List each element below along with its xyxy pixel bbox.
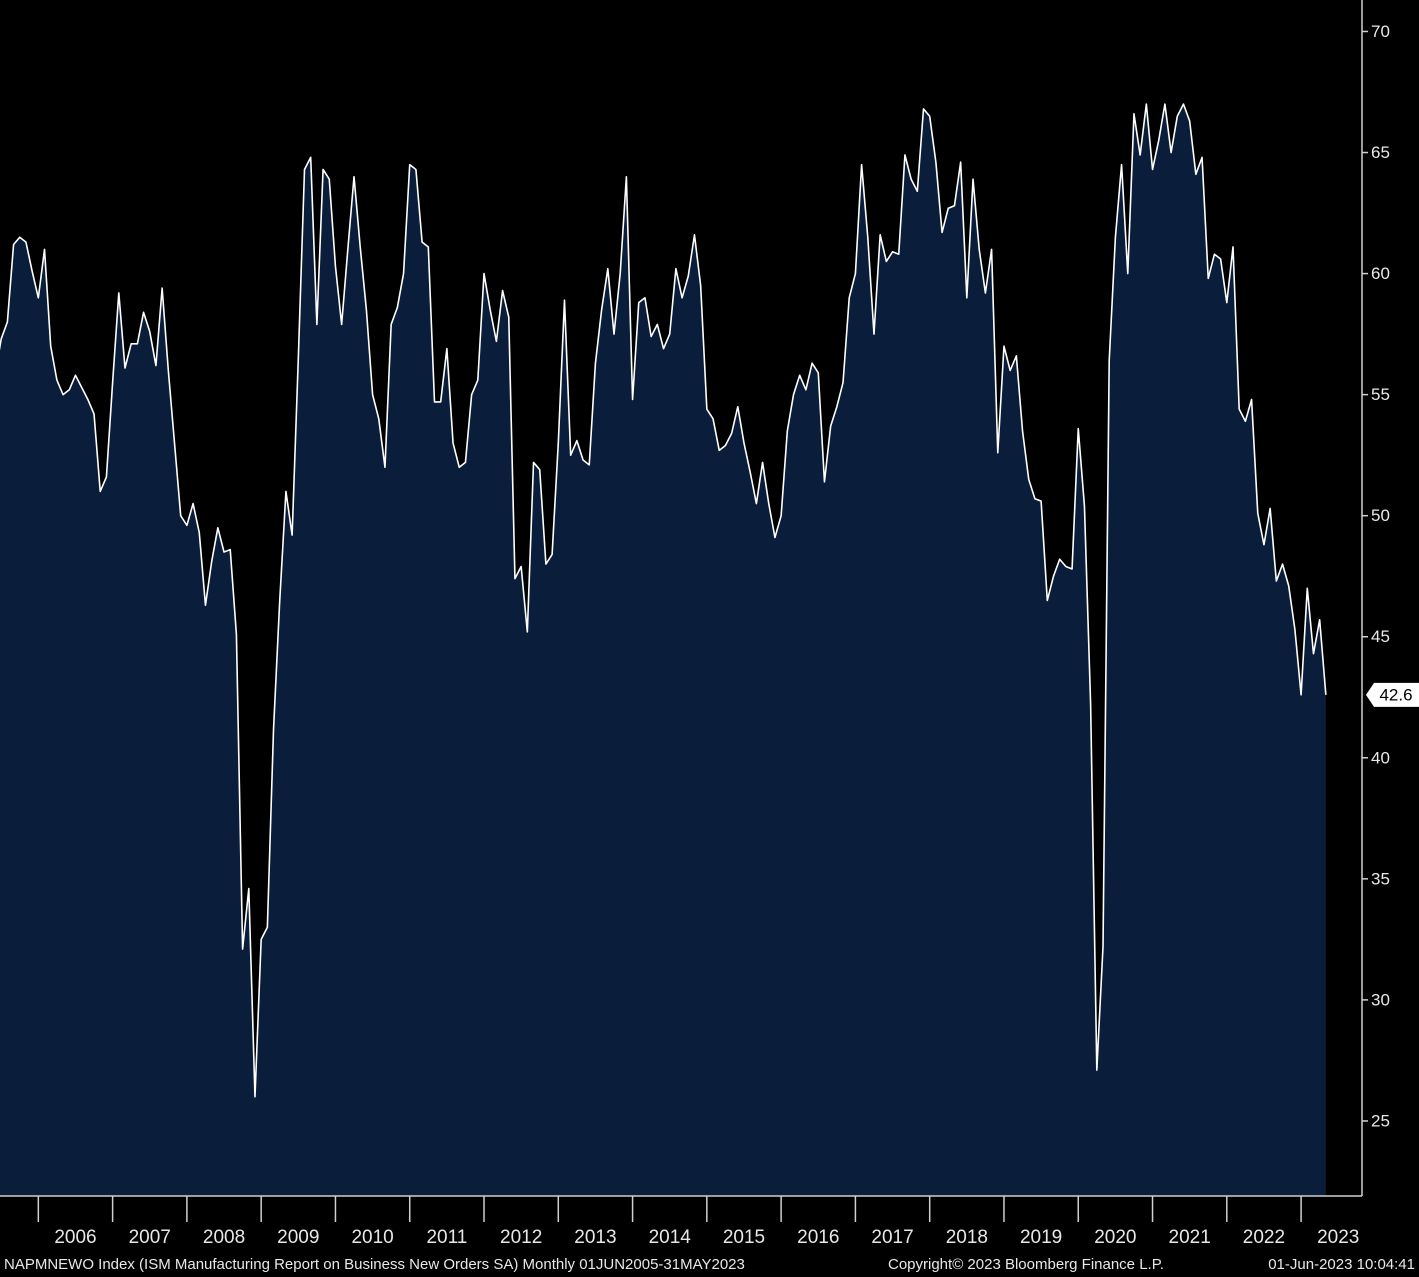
x-tick-label: 2010 [351,1227,393,1248]
last-value-label: 42.6 [1379,685,1412,704]
x-tick-label: 2011 [426,1227,467,1248]
x-tick-label: 2018 [946,1227,988,1248]
x-tick-label: 2009 [277,1227,319,1248]
y-tick-label: 40 [1371,748,1390,767]
x-tick-label: 2016 [797,1227,839,1248]
y-tick-label: 45 [1371,627,1390,646]
x-tick-label: 2006 [54,1227,96,1248]
plot-area [0,103,1327,1196]
x-tick-label: 2007 [129,1227,171,1248]
y-tick-label: 25 [1371,1111,1390,1130]
x-tick-label: 2014 [649,1227,692,1248]
x-tick-label: 2022 [1243,1227,1285,1248]
x-tick-label: 2021 [1169,1227,1211,1248]
y-tick-label: 70 [1371,22,1390,41]
y-tick-label: 30 [1371,990,1390,1009]
copyright: Copyright© 2023 Bloomberg Finance L.P. [888,1256,1164,1273]
y-tick-label: 55 [1371,385,1390,404]
x-tick-label: 2012 [500,1227,542,1248]
y-tick-label: 50 [1371,506,1390,525]
x-tick-label: 2019 [1020,1227,1062,1248]
source-note: NAPMNEWO Index (ISM Manufacturing Report… [4,1256,745,1273]
series-line [0,103,1327,1098]
x-tick-label: 2008 [203,1227,245,1248]
y-tick-label: 65 [1371,143,1390,162]
x-tick-label: 2015 [723,1227,765,1248]
y-tick-label: 60 [1371,264,1390,283]
x-tick-label: 2017 [871,1227,913,1248]
timestamp: 01-Jun-2023 10:04:41 [1268,1256,1415,1273]
x-tick-label: 2020 [1094,1227,1136,1248]
last-value-box [1366,682,1419,707]
x-tick-label: 2023 [1317,1227,1359,1248]
area-fill [0,104,1326,1196]
x-tick-label: 2013 [574,1227,616,1248]
y-tick-label: 35 [1371,869,1390,888]
